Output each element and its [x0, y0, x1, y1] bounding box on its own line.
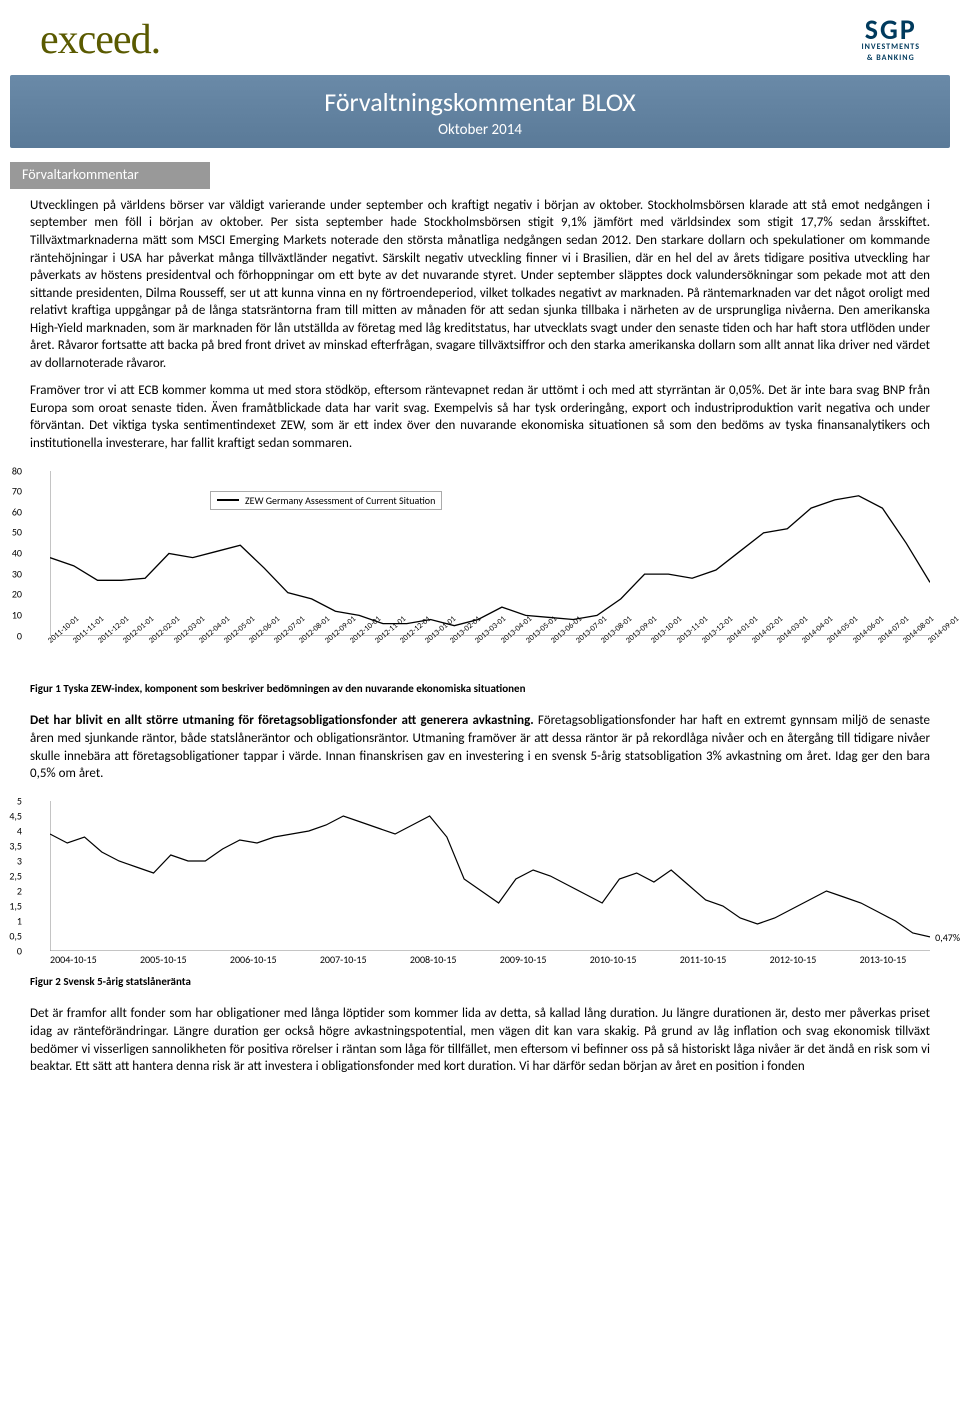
ytick: 50 [12, 526, 22, 540]
xtick: 2007-10-15 [320, 953, 367, 967]
body-text: Utvecklingen på världens börser var väld… [0, 189, 960, 467]
ytick: 80 [12, 464, 22, 478]
xtick: 2013-10-15 [860, 953, 907, 967]
ytick: 0 [17, 629, 22, 643]
chart2: 00,511,522,533,544,55 0,47% [50, 801, 930, 951]
chart2-end-label: 0,47% [935, 931, 960, 945]
xtick: 2008-10-15 [410, 953, 457, 967]
paragraph-2: Framöver tror vi att ECB kommer komma ut… [30, 382, 930, 452]
ytick: 60 [12, 505, 22, 519]
ytick: 2,5 [9, 869, 22, 883]
page-subtitle: Oktober 2014 [10, 120, 950, 140]
chart1: 01020304050607080 ZEW Germany Assessment… [50, 471, 930, 636]
chart1-legend: ZEW Germany Assessment of Current Situat… [210, 491, 442, 511]
ytick: 0 [17, 944, 22, 958]
xtick: 2012-10-15 [770, 953, 817, 967]
figure1-caption: Figur 1 Tyska ZEW-index, komponent som b… [0, 680, 960, 705]
logo-sgp-main: SGP [862, 17, 921, 42]
page-title: Förvaltningskommentar BLOX [10, 85, 950, 120]
chart2-wrap: 00,511,522,533,544,55 0,47% 2004-10-1520… [0, 797, 960, 973]
ytick: 3,5 [9, 839, 22, 853]
chart1-wrap: 0 10 20 30 40 50 60 70 80 ZEW Germany Assessment… [0, 467, 960, 680]
legend-label: ZEW Germany Assessment of Current Situat… [245, 494, 435, 508]
chart2-svg [50, 801, 930, 951]
ytick: 5 [17, 794, 22, 808]
title-banner: Förvaltningskommentar BLOX Oktober 2014 [10, 75, 950, 148]
ytick: 30 [12, 567, 22, 581]
logo-exceed: exceed. [40, 12, 160, 69]
ytick: 1 [17, 914, 22, 928]
figure2-caption: Figur 2 Svensk 5-årig statslåneränta [0, 973, 960, 998]
ytick: 1,5 [9, 899, 22, 913]
section-label: Förvaltarkommentar [10, 162, 210, 189]
paragraph-3: Det har blivit en allt större utmaning f… [30, 712, 930, 782]
header: exceed. SGP INVESTMENTS & BANKING [0, 0, 960, 75]
ytick: 4,5 [9, 809, 22, 823]
xtick: 2010-10-15 [590, 953, 637, 967]
ytick: 10 [12, 608, 22, 622]
xtick: 2006-10-15 [230, 953, 277, 967]
ytick: 20 [12, 588, 22, 602]
ytick: 40 [12, 546, 22, 560]
ytick: 2 [17, 884, 22, 898]
ytick: 4 [17, 824, 22, 838]
xtick: 2009-10-15 [500, 953, 547, 967]
body-text-3: Det är framfor allt fonder som har oblig… [0, 997, 960, 1089]
chart2-xaxis: 2004-10-15 2005-10-15 2006-10-15 2007-10-15… [50, 953, 930, 971]
ytick: 0,5 [9, 929, 22, 943]
logo-sgp: SGP INVESTMENTS & BANKING [862, 17, 921, 64]
logo-sgp-sub1: INVESTMENTS [862, 42, 921, 53]
chart1-xaxis: 2011-10-012011-11-012011-12-012012-01-01… [50, 638, 930, 678]
logo-sgp-sub2: & BANKING [862, 53, 921, 64]
xtick: 2005-10-15 [140, 953, 187, 967]
paragraph-4: Det är framfor allt fonder som har oblig… [30, 1005, 930, 1075]
ytick: 70 [12, 484, 22, 498]
body-text-2: Det har blivit en allt större utmaning f… [0, 704, 960, 796]
paragraph-1: Utvecklingen på världens börser var väld… [30, 197, 930, 372]
xtick: 2011-10-15 [680, 953, 727, 967]
chart1-svg [50, 471, 930, 636]
legend-swatch [217, 499, 239, 501]
ytick: 3 [17, 854, 22, 868]
xtick: 2004-10-15 [50, 953, 97, 967]
